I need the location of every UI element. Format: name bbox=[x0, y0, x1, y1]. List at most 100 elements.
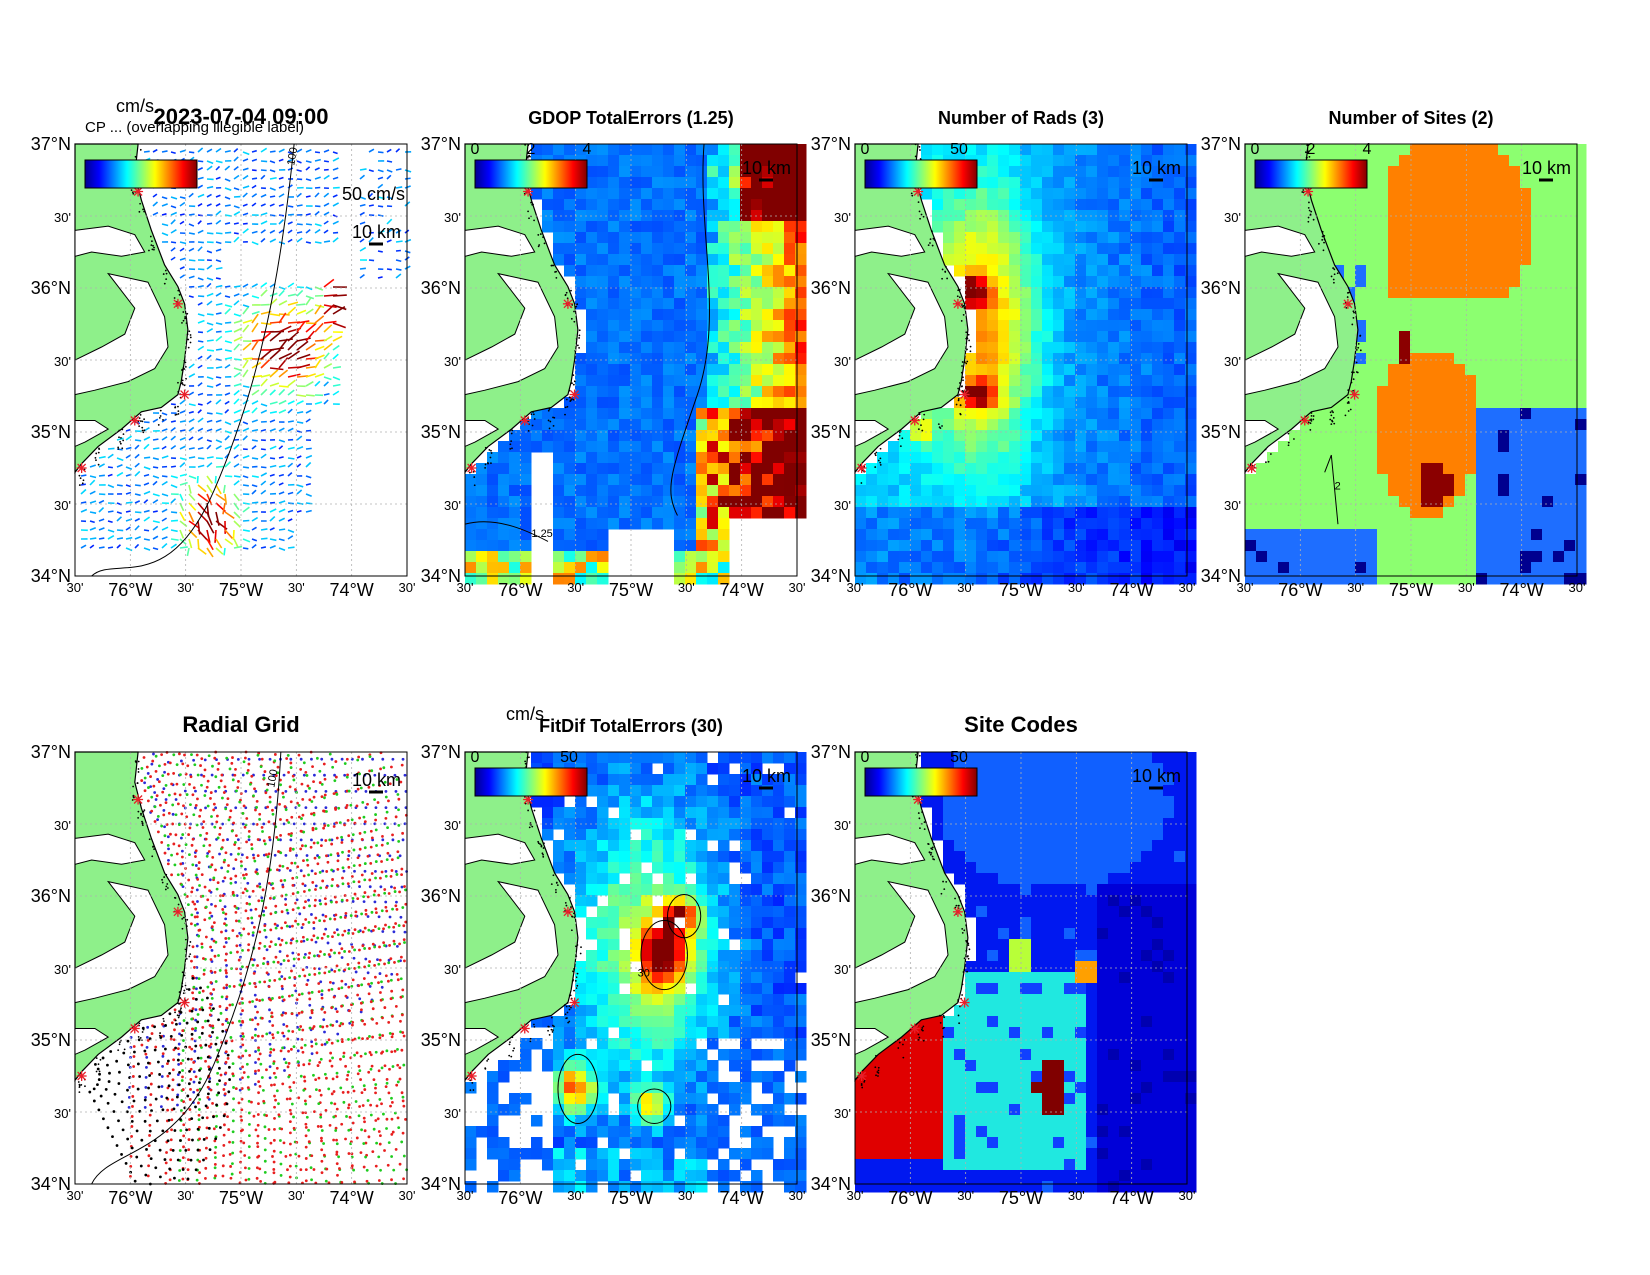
data-cell bbox=[1487, 562, 1499, 574]
data-cell bbox=[1042, 485, 1054, 497]
coast-dot bbox=[484, 463, 487, 466]
data-cell bbox=[597, 485, 609, 497]
current-vector bbox=[215, 538, 223, 549]
data-cell bbox=[1086, 496, 1098, 508]
radial-grid-point bbox=[310, 838, 313, 842]
radial-grid-point bbox=[383, 822, 387, 826]
coast-dot bbox=[163, 282, 166, 285]
data-cell bbox=[1421, 287, 1433, 299]
radial-grid-point bbox=[306, 978, 310, 982]
data-cell bbox=[1520, 386, 1532, 398]
data-cell bbox=[1097, 386, 1109, 398]
coast-dot bbox=[143, 429, 146, 432]
data-cell bbox=[751, 507, 763, 519]
data-cell bbox=[1108, 298, 1120, 310]
data-cell bbox=[998, 430, 1010, 442]
current-vector bbox=[215, 292, 222, 297]
current-vector bbox=[242, 342, 252, 351]
current-vector bbox=[260, 147, 268, 153]
data-cell bbox=[641, 463, 653, 475]
data-cell bbox=[1064, 474, 1076, 486]
data-cell bbox=[954, 397, 966, 409]
coast-dot bbox=[181, 369, 183, 372]
data-cell bbox=[751, 386, 763, 398]
data-cell bbox=[1064, 166, 1076, 178]
data-cell bbox=[1377, 397, 1389, 409]
data-cell bbox=[619, 518, 631, 530]
data-cell bbox=[729, 320, 741, 332]
data-cell bbox=[1443, 232, 1455, 244]
radial-grid-point bbox=[224, 929, 228, 933]
current-vector bbox=[206, 456, 214, 459]
data-cell bbox=[1487, 496, 1499, 508]
lat-tick-label: 37°N bbox=[31, 134, 71, 154]
data-cell bbox=[751, 265, 763, 277]
data-cell bbox=[520, 562, 532, 574]
current-vector bbox=[233, 232, 239, 235]
data-cell bbox=[1366, 188, 1378, 200]
isobath-label: 100 bbox=[285, 146, 300, 166]
data-cell bbox=[740, 408, 752, 420]
data-cell bbox=[855, 540, 867, 552]
data-cell bbox=[520, 573, 532, 585]
radial-grid-point bbox=[161, 1054, 165, 1058]
data-cell bbox=[762, 463, 774, 475]
data-cell bbox=[729, 188, 741, 200]
data-cell bbox=[674, 430, 686, 442]
current-vector bbox=[161, 203, 168, 207]
data-cell bbox=[575, 562, 587, 574]
data-cell bbox=[1575, 188, 1587, 200]
data-cell bbox=[1410, 551, 1422, 563]
radial-grid-point bbox=[303, 884, 307, 888]
data-cell bbox=[1377, 364, 1389, 376]
data-cell bbox=[943, 144, 955, 156]
data-cell bbox=[575, 375, 587, 387]
data-cell bbox=[1487, 254, 1499, 266]
radial-grid-point bbox=[258, 757, 261, 761]
data-cell bbox=[1509, 298, 1521, 310]
data-cell bbox=[619, 243, 631, 255]
data-cell bbox=[1575, 309, 1587, 321]
data-cell bbox=[1454, 507, 1466, 519]
current-vector bbox=[98, 537, 105, 540]
coast-dot bbox=[188, 330, 191, 333]
current-vector bbox=[251, 538, 258, 542]
data-cell bbox=[597, 430, 609, 442]
axes-frame bbox=[1244, 143, 1578, 577]
data-cell bbox=[718, 166, 730, 178]
current-vector bbox=[125, 547, 133, 552]
current-vector bbox=[287, 389, 295, 396]
data-cell bbox=[751, 485, 763, 497]
data-cell bbox=[1388, 199, 1400, 211]
data-cell bbox=[1097, 573, 1109, 585]
data-cell bbox=[1097, 210, 1109, 222]
data-cell bbox=[1575, 386, 1587, 398]
data-cell bbox=[932, 188, 944, 200]
current-vector bbox=[377, 230, 385, 234]
data-cell bbox=[932, 496, 944, 508]
current-vector bbox=[206, 193, 212, 198]
data-cell bbox=[965, 144, 977, 156]
radial-grid-point bbox=[180, 836, 183, 840]
data-cell bbox=[586, 474, 598, 486]
current-vector bbox=[125, 428, 131, 432]
current-vector bbox=[188, 520, 200, 529]
coast-dot bbox=[966, 360, 969, 363]
data-cell bbox=[586, 375, 598, 387]
data-cell bbox=[696, 221, 708, 233]
current-vector bbox=[197, 403, 203, 406]
data-cell bbox=[1421, 331, 1433, 343]
data-cell bbox=[1564, 397, 1576, 409]
data-cell bbox=[663, 441, 675, 453]
coast-dot bbox=[1332, 267, 1335, 269]
data-cell bbox=[630, 397, 642, 409]
coast-dot bbox=[575, 305, 578, 308]
axes-frame bbox=[74, 143, 408, 577]
data-cell bbox=[630, 320, 642, 332]
data-cell bbox=[987, 287, 999, 299]
data-cell bbox=[630, 298, 642, 310]
data-cell bbox=[1553, 529, 1565, 541]
data-cell bbox=[487, 573, 499, 585]
data-cell bbox=[1421, 298, 1433, 310]
data-cell bbox=[1421, 496, 1433, 508]
